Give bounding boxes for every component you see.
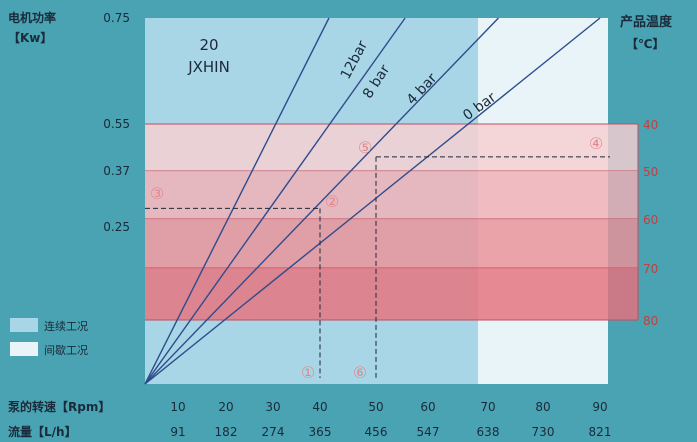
x-axis-label-rpm: 泵的转速【Rpm】 [8,399,110,414]
flow-tick-3: 365 [309,425,332,439]
right-tick-4: 80 [643,314,658,328]
rpm-tick-4: 50 [368,400,383,414]
series-line-2 [144,17,499,385]
marker-1: ① [301,363,315,382]
x-axis-label-flow: 流量【L/h】 [8,424,77,439]
rpm-tick-7: 80 [535,400,550,414]
flow-tick-1: 182 [215,425,238,439]
legend-swatch-continuous [10,318,38,332]
series-line-1 [144,17,406,385]
marker-2: ② [325,192,339,211]
temp-band-50-60 [145,171,638,219]
series-line-0 [144,17,330,385]
rpm-tick-8: 90 [592,400,607,414]
example-markers: ① ② ③ ④ ⑤ ⑥ [145,134,610,382]
flow-tick-5: 547 [417,425,440,439]
rpm-tick-6: 70 [480,400,495,414]
temp-band-60-70 [145,219,638,268]
right-axis-label-1: 产品温度 [620,14,673,30]
marker-3: ③ [150,184,164,203]
rpm-tick-0: 10 [170,400,185,414]
flow-tick-7: 730 [532,425,555,439]
flow-tick-4: 456 [365,425,388,439]
right-axis-label-2: 【℃】 [626,36,665,51]
left-axis-label-2: 【Kw】 [8,30,52,45]
temperature-bands [145,123,639,321]
right-tick-0: 40 [643,118,658,132]
right-tick-3: 70 [643,262,658,276]
temp-band-40-50 [145,124,638,171]
legend-label-intermittent: 间歇工况 [44,344,88,357]
marker-4: ④ [589,134,603,153]
right-tick-2: 60 [643,213,658,227]
rpm-tick-5: 60 [420,400,435,414]
marker-6: ⑥ [353,363,367,382]
chart-title: 20 [199,36,218,54]
left-tick-3: 0.25 [103,220,130,234]
chart-subtitle: JXHIN [187,58,230,76]
flow-tick-6: 638 [477,425,500,439]
temp-band-70-80 [145,268,638,320]
rpm-tick-2: 30 [265,400,280,414]
right-tick-1: 50 [643,165,658,179]
left-tick-2: 0.37 [103,164,130,178]
flow-tick-0: 91 [170,425,185,439]
marker-5: ⑤ [358,138,372,157]
legend-label-continuous: 连续工况 [44,319,88,333]
legend-swatch-intermittent [10,342,38,356]
flow-tick-8: 821 [589,425,612,439]
rpm-tick-3: 40 [312,400,327,414]
left-tick-0: 0.75 [103,11,130,25]
flow-tick-2: 274 [262,425,285,439]
rpm-tick-1: 20 [218,400,233,414]
axis-ticks: 0.75 0.55 0.37 0.25 40 50 60 70 80 10 20 30 40 50 60 70… [103,11,658,439]
left-tick-1: 0.55 [103,117,130,131]
series-line-3 [144,17,601,385]
left-axis-label-1: 电机功率 [8,10,56,25]
